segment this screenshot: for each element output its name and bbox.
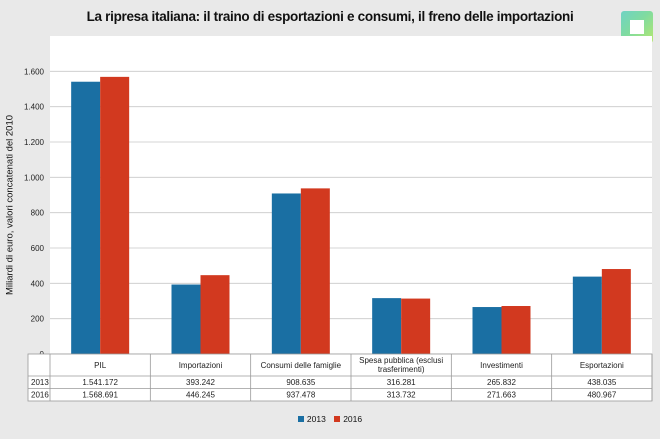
y-tick-label: 1.000 <box>24 173 45 182</box>
legend-item-2016: 2016 <box>334 414 362 424</box>
legend-label-2016: 2016 <box>343 414 363 424</box>
x-category-label: PIL <box>94 361 107 370</box>
y-tick-label: 1.200 <box>24 138 45 147</box>
legend-label-2013: 2013 <box>306 414 326 424</box>
x-category-label: Investimenti <box>480 361 523 370</box>
x-category-label: Esportazioni <box>580 361 624 370</box>
y-tick-label: 400 <box>31 279 45 288</box>
data-label: 937.478 <box>286 391 315 400</box>
bar-2013-0 <box>71 81 101 354</box>
bar-2013-4 <box>472 307 502 354</box>
bar-2016-5 <box>601 269 631 354</box>
y-tick-label: 200 <box>31 315 45 324</box>
data-label: 1.541.172 <box>82 378 118 387</box>
legend-swatch-2013 <box>297 416 304 422</box>
data-label: 446.245 <box>186 391 215 400</box>
data-label: 393.242 <box>186 378 215 387</box>
data-label: 908.635 <box>286 378 315 387</box>
bar-2016-0 <box>100 76 130 354</box>
y-tick-label: 800 <box>31 209 45 218</box>
table-series-label: 2016 <box>31 391 49 400</box>
legend-item-2013: 2013 <box>297 414 326 424</box>
data-label: 316.281 <box>387 378 416 387</box>
data-table <box>27 353 653 402</box>
y-tick-label: 1.400 <box>24 103 45 112</box>
table-series-label: 2013 <box>31 378 49 387</box>
bar-2016-3 <box>401 298 431 354</box>
bar-2013-2 <box>271 193 301 354</box>
bar-2013-1 <box>171 284 201 354</box>
x-category-label: trasferimenti) <box>378 365 425 374</box>
y-tick-label: 1.600 <box>24 67 45 76</box>
legend: 2013 2016 <box>0 414 660 424</box>
chart-title: La ripresa italiana: il traino di esport… <box>86 9 574 24</box>
data-label: 438.035 <box>587 378 616 387</box>
data-label: 480.967 <box>587 391 616 400</box>
y-tick-label: 600 <box>31 244 45 253</box>
x-category-label: Importazioni <box>179 361 223 370</box>
logo-square <box>630 20 644 34</box>
data-label: 265.832 <box>487 378 516 387</box>
data-label: 271.663 <box>487 391 516 400</box>
x-category-label: Consumi delle famiglie <box>261 361 342 370</box>
data-label: 313.732 <box>387 391 416 400</box>
bar-2016-1 <box>200 275 230 354</box>
bar-2013-3 <box>372 298 402 354</box>
legend-swatch-2016 <box>334 416 341 422</box>
bar-2013-5 <box>572 276 602 354</box>
bar-2016-4 <box>501 306 531 354</box>
plot-area <box>50 36 652 354</box>
bar-2016-2 <box>300 188 330 354</box>
x-category-label: Spesa pubblica (esclusi <box>359 356 443 365</box>
data-label: 1.568.691 <box>82 391 118 400</box>
